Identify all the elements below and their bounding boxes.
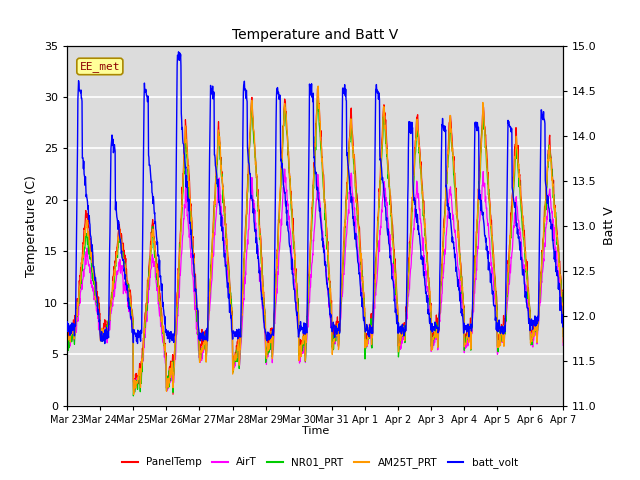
Y-axis label: Temperature (C): Temperature (C) <box>26 175 38 276</box>
Text: EE_met: EE_met <box>79 61 120 72</box>
Legend: PanelTemp, AirT, NR01_PRT, AM25T_PRT, batt_volt: PanelTemp, AirT, NR01_PRT, AM25T_PRT, ba… <box>118 453 522 472</box>
Title: Temperature and Batt V: Temperature and Batt V <box>232 28 398 42</box>
Y-axis label: Batt V: Batt V <box>602 206 616 245</box>
X-axis label: Time: Time <box>301 426 329 436</box>
